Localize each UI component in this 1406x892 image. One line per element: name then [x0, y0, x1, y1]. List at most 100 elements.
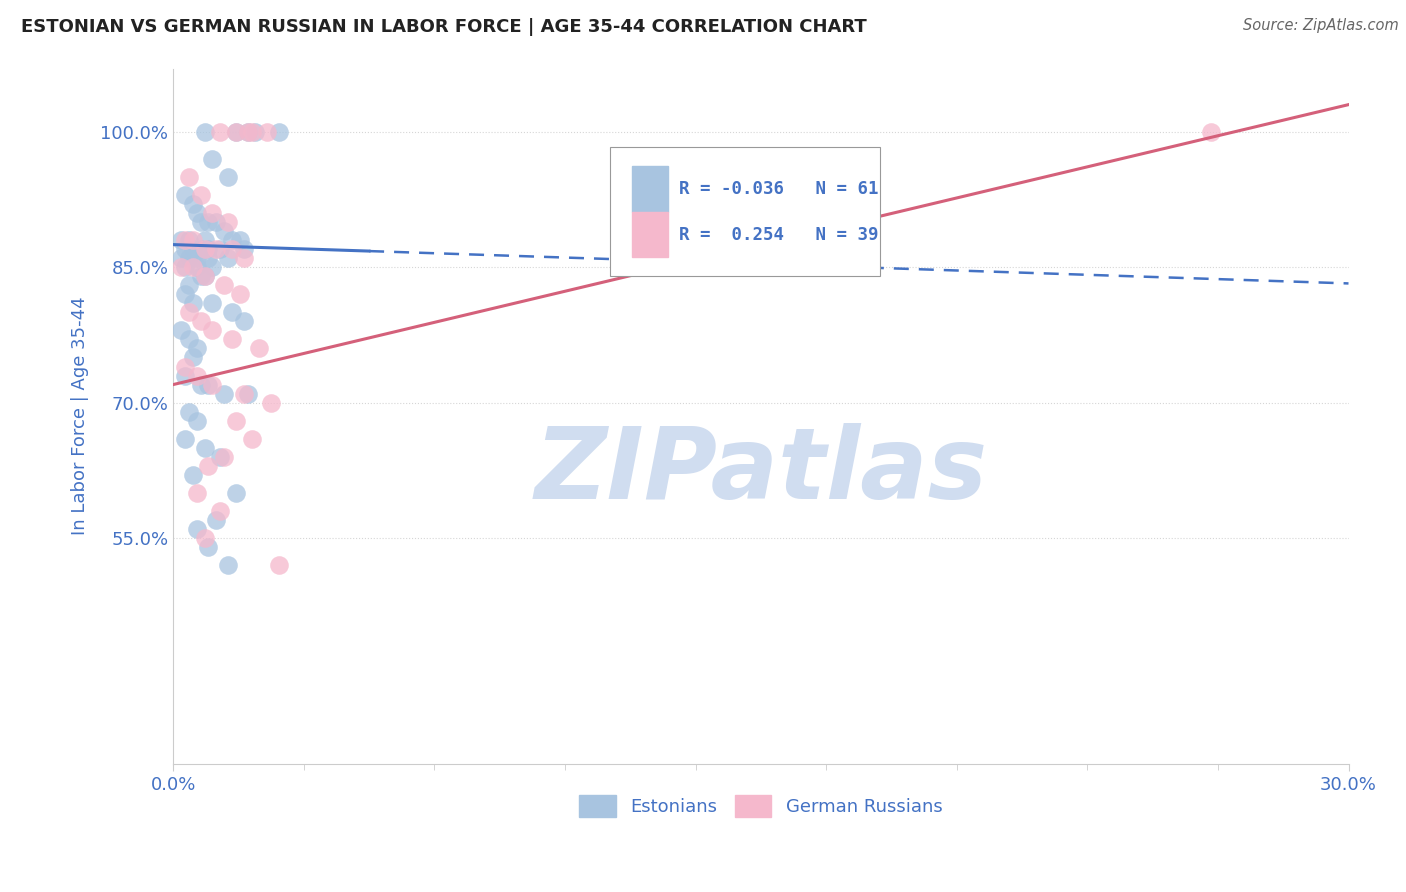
Point: [232, 251, 254, 265]
Point: [212, 278, 235, 293]
Point: [221, 305, 243, 319]
Point: [217, 251, 239, 265]
Point: [174, 287, 197, 301]
Point: [193, 441, 215, 455]
Point: [1201, 125, 1223, 139]
Point: [236, 125, 259, 139]
Point: [240, 125, 263, 139]
Point: [177, 278, 200, 293]
Point: [181, 197, 204, 211]
Point: [174, 359, 197, 374]
Point: [225, 125, 247, 139]
Point: [201, 296, 224, 310]
Point: [181, 296, 204, 310]
Point: [217, 169, 239, 184]
Point: [193, 233, 215, 247]
Y-axis label: In Labor Force | Age 35-44: In Labor Force | Age 35-44: [72, 297, 89, 535]
Point: [267, 558, 290, 573]
Point: [229, 287, 252, 301]
Point: [186, 206, 208, 220]
Point: [212, 386, 235, 401]
Point: [174, 432, 197, 446]
Point: [205, 215, 228, 229]
Point: [181, 242, 204, 256]
Point: [236, 386, 259, 401]
Point: [186, 251, 208, 265]
Point: [193, 242, 215, 256]
Text: R = -0.036   N = 61: R = -0.036 N = 61: [679, 180, 877, 198]
Point: [260, 395, 283, 409]
Point: [267, 125, 290, 139]
Text: R =  0.254   N = 39: R = 0.254 N = 39: [679, 226, 877, 244]
Point: [236, 125, 259, 139]
Point: [174, 188, 197, 202]
Point: [193, 531, 215, 545]
Point: [181, 233, 204, 247]
Point: [201, 377, 224, 392]
Point: [190, 242, 212, 256]
Point: [193, 125, 215, 139]
Point: [209, 125, 232, 139]
Point: [197, 251, 219, 265]
Point: [181, 260, 204, 275]
Point: [221, 333, 243, 347]
Point: [245, 125, 267, 139]
Point: [229, 233, 252, 247]
Point: [177, 404, 200, 418]
Point: [197, 540, 219, 554]
Legend: Estonians, German Russians: Estonians, German Russians: [572, 788, 949, 824]
Point: [225, 125, 247, 139]
Point: [221, 242, 243, 256]
Point: [177, 233, 200, 247]
Point: [174, 242, 197, 256]
Point: [205, 242, 228, 256]
Point: [197, 458, 219, 473]
Point: [177, 333, 200, 347]
Point: [193, 269, 215, 284]
Point: [197, 377, 219, 392]
Point: [205, 513, 228, 527]
Point: [177, 251, 200, 265]
Point: [190, 269, 212, 284]
Point: [174, 233, 197, 247]
Point: [232, 314, 254, 328]
Point: [186, 342, 208, 356]
Point: [170, 251, 193, 265]
Point: [186, 260, 208, 275]
Point: [221, 233, 243, 247]
Point: [212, 450, 235, 464]
Point: [186, 414, 208, 428]
Point: [225, 486, 247, 500]
Point: [201, 323, 224, 337]
Point: [209, 242, 232, 256]
Point: [217, 558, 239, 573]
Point: [201, 152, 224, 166]
Point: [190, 215, 212, 229]
Point: [186, 486, 208, 500]
Point: [201, 260, 224, 275]
Point: [240, 432, 263, 446]
Point: [170, 233, 193, 247]
Point: [181, 351, 204, 365]
Point: [225, 414, 247, 428]
Point: [232, 242, 254, 256]
Point: [197, 242, 219, 256]
Point: [209, 504, 232, 518]
Point: [212, 224, 235, 238]
Point: [181, 467, 204, 482]
Point: [177, 305, 200, 319]
Point: [177, 169, 200, 184]
Point: [217, 215, 239, 229]
Point: [232, 386, 254, 401]
Point: [190, 188, 212, 202]
Point: [170, 323, 193, 337]
Point: [174, 260, 197, 275]
Point: [186, 368, 208, 383]
Point: [170, 260, 193, 275]
Point: [201, 206, 224, 220]
Point: [190, 377, 212, 392]
Text: ZIPatlas: ZIPatlas: [534, 424, 987, 520]
Point: [190, 314, 212, 328]
Point: [193, 269, 215, 284]
Point: [186, 522, 208, 536]
